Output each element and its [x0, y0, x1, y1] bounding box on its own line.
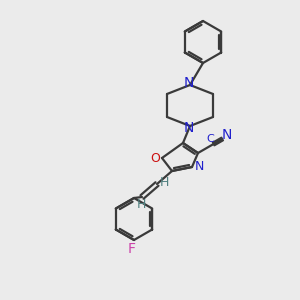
Text: H: H [159, 176, 169, 190]
Text: C: C [207, 134, 214, 144]
Text: N: N [194, 160, 204, 173]
Text: N: N [184, 76, 194, 90]
Text: N: N [184, 121, 194, 135]
Text: N: N [222, 128, 232, 142]
Text: H: H [136, 197, 146, 211]
Text: F: F [128, 242, 136, 256]
Text: O: O [150, 152, 160, 164]
